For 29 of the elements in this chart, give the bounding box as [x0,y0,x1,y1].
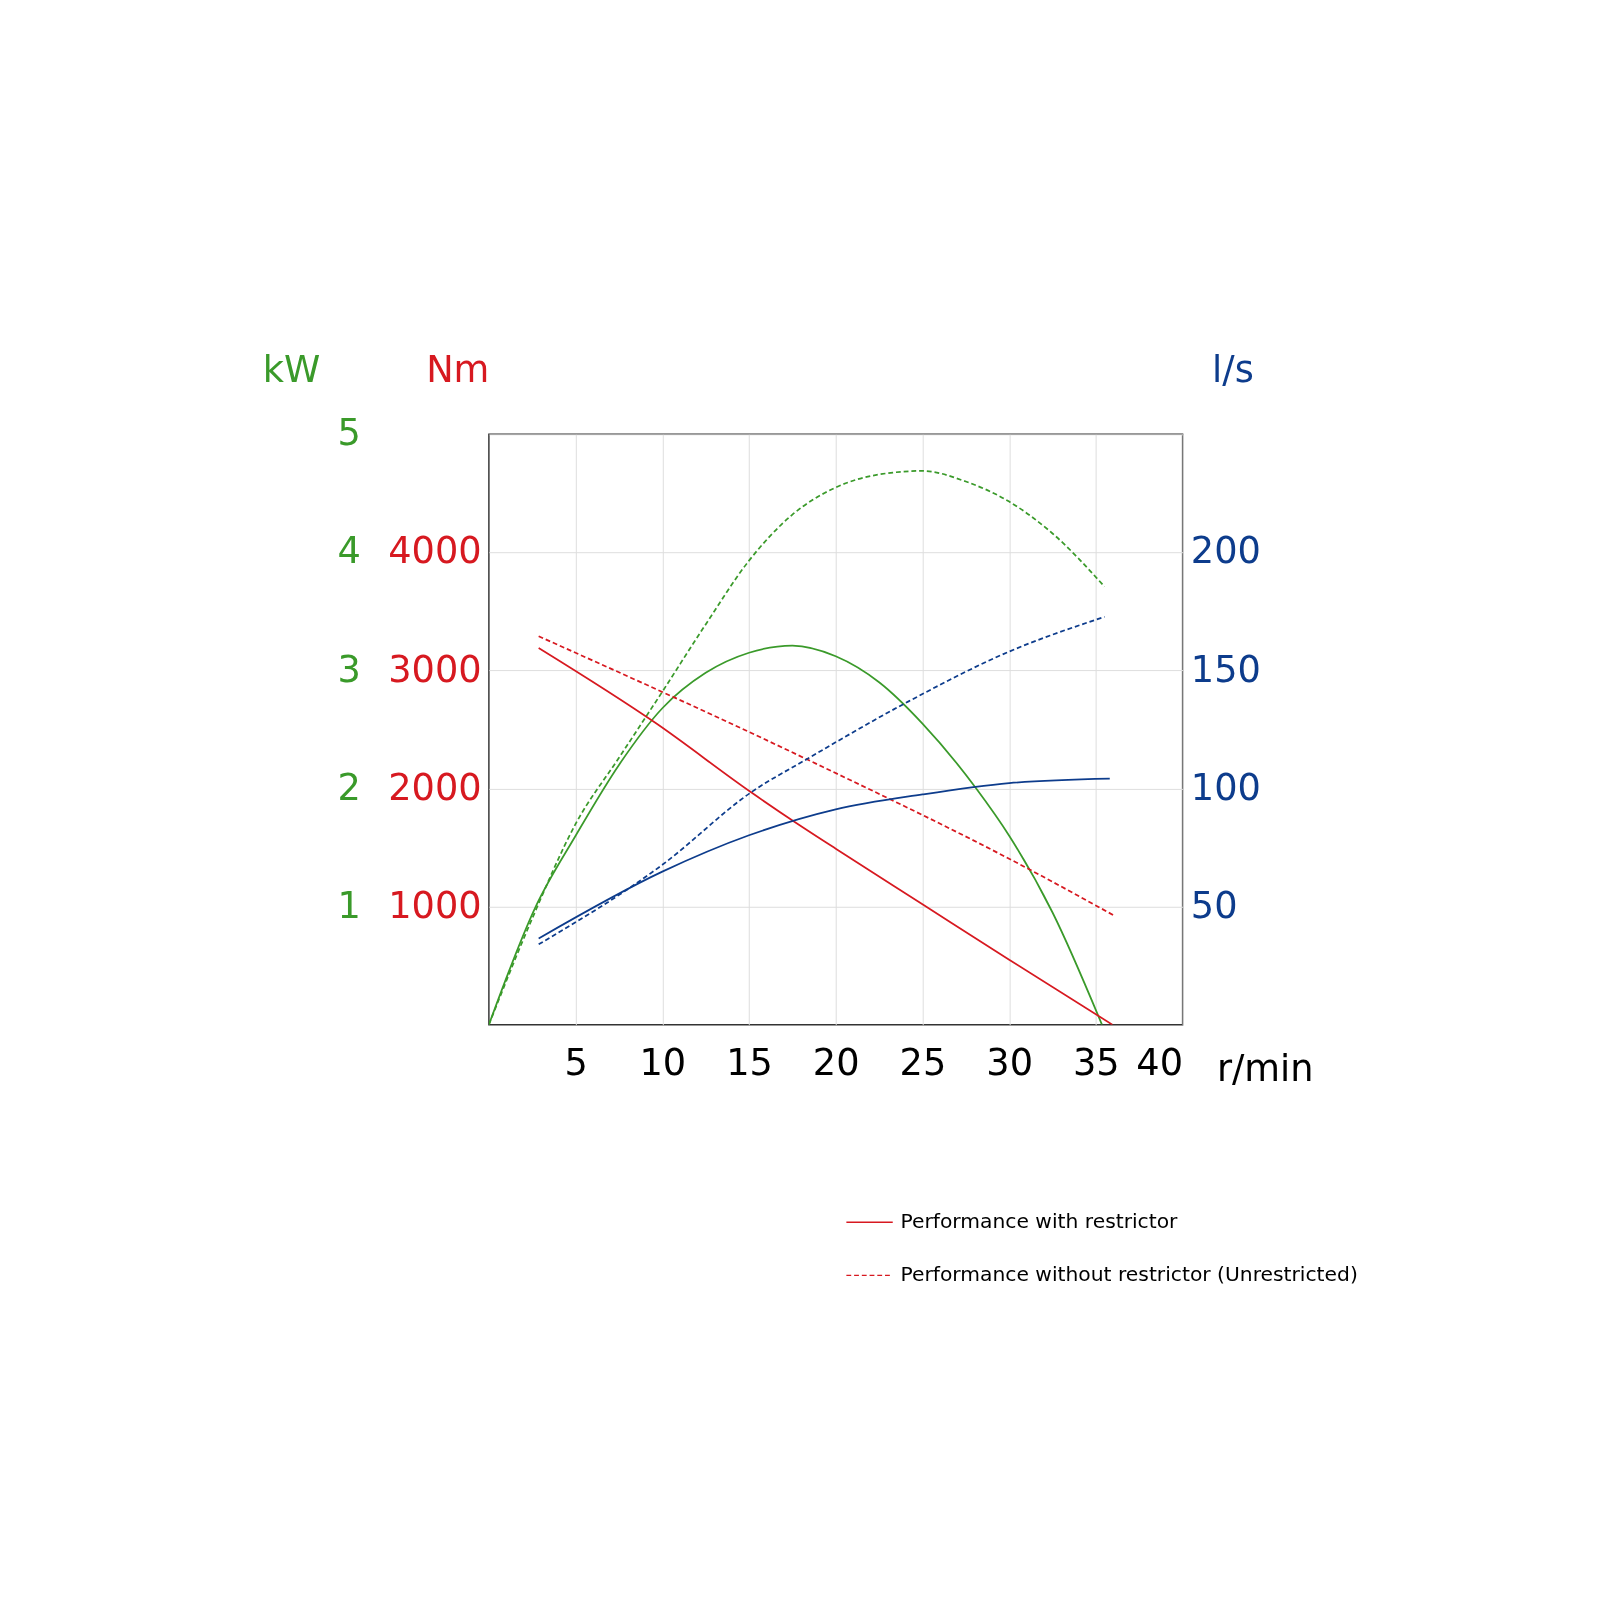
y3-tick-label: 100 [1190,765,1261,809]
x-tick-label: 5 [564,1041,588,1085]
x-tick-label: 15 [726,1041,773,1085]
y2-tick-label: 3000 [388,647,482,691]
y2-tick-label: 1000 [388,883,482,927]
y2-tick-label: 2000 [388,765,482,809]
y-tick-label: 5 [337,411,361,455]
y-tick-label: 4 [337,529,361,573]
y3-tick-label: 150 [1190,647,1261,691]
x-tick-label: 25 [899,1041,947,1085]
legend-label: Performance with restrictor [900,1209,1179,1234]
x-tick-label: 40 [1136,1041,1184,1085]
y3-tick-label: 200 [1190,529,1261,573]
y-axis-title: kW [262,347,321,391]
x-tick-label: 20 [812,1041,860,1085]
y-tick-label: 2 [337,765,361,809]
y-tick-label: 3 [337,647,361,691]
y3-tick-label: 50 [1190,883,1238,927]
x-tick-label: 10 [639,1041,687,1085]
legend-label: Performance without restrictor (Unrestricted) [900,1262,1358,1287]
y-tick-label: 1 [337,883,361,927]
x-axis-title: r/min [1216,1047,1314,1091]
x-tick-label: 30 [986,1041,1034,1085]
y3-axis-title: l/s [1212,347,1254,391]
line-series [537,615,1106,946]
line-series [537,635,1116,917]
y2-axis-title: Nm [426,347,490,391]
y2-tick-label: 4000 [388,529,482,573]
x-tick-label: 35 [1073,1041,1120,1085]
